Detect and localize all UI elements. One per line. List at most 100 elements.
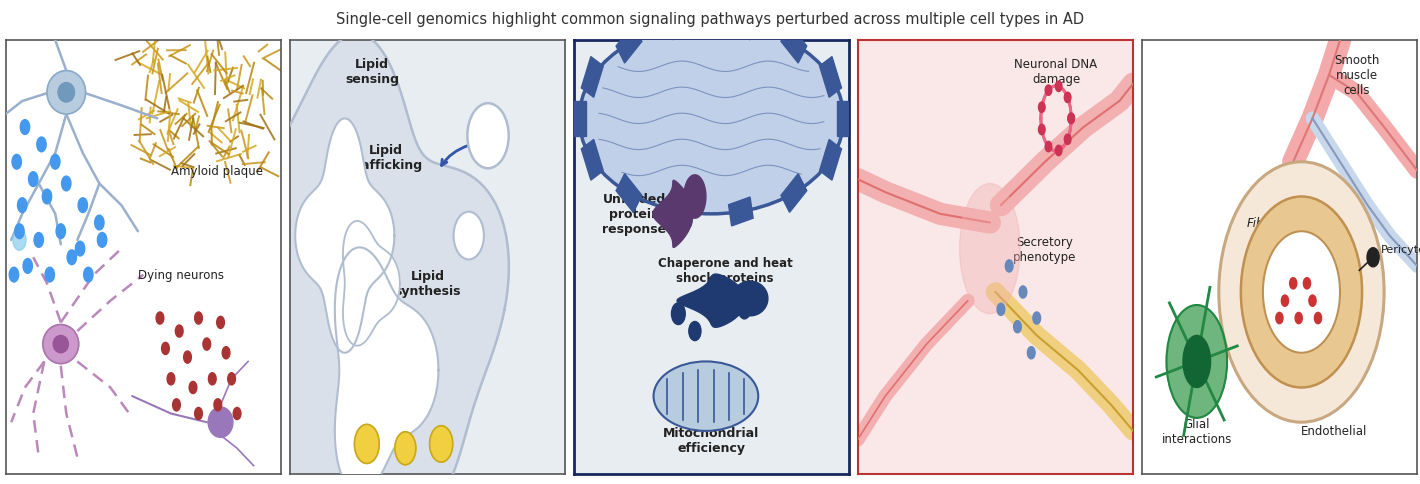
Circle shape	[1045, 86, 1052, 96]
Polygon shape	[616, 25, 642, 64]
Ellipse shape	[1166, 305, 1227, 418]
Circle shape	[1020, 287, 1027, 299]
Circle shape	[98, 233, 106, 248]
Ellipse shape	[1183, 336, 1211, 388]
Text: Secretory
phenotype: Secretory phenotype	[1014, 235, 1076, 263]
Text: Lipid
sensing: Lipid sensing	[345, 58, 399, 86]
Text: Unfolded
protein
response: Unfolded protein response	[602, 193, 666, 236]
Polygon shape	[733, 282, 768, 316]
Circle shape	[28, 172, 38, 187]
Circle shape	[1281, 295, 1288, 307]
Polygon shape	[819, 140, 842, 181]
Ellipse shape	[960, 184, 1020, 314]
Circle shape	[1241, 197, 1362, 388]
Circle shape	[1045, 142, 1052, 152]
Polygon shape	[295, 119, 395, 353]
Circle shape	[355, 424, 379, 464]
Circle shape	[17, 198, 27, 213]
Circle shape	[195, 312, 203, 324]
Circle shape	[1289, 278, 1296, 289]
Circle shape	[51, 155, 60, 170]
Circle shape	[84, 268, 92, 283]
Circle shape	[689, 322, 701, 341]
Circle shape	[1218, 163, 1384, 423]
Text: Glial
interactions: Glial interactions	[1162, 417, 1233, 445]
Text: Endothelial: Endothelial	[1301, 424, 1367, 438]
Text: Neuronal DNA
damage: Neuronal DNA damage	[1014, 58, 1098, 86]
Polygon shape	[670, 197, 694, 227]
Polygon shape	[728, 197, 753, 227]
Circle shape	[34, 233, 44, 248]
Circle shape	[43, 190, 51, 204]
Polygon shape	[581, 140, 604, 181]
Circle shape	[233, 408, 241, 420]
Text: Lipid
trafficking: Lipid trafficking	[349, 144, 423, 172]
Text: Lipid
storage: Lipid storage	[368, 387, 422, 415]
Circle shape	[395, 432, 416, 465]
Circle shape	[20, 121, 30, 135]
Polygon shape	[616, 174, 642, 213]
Polygon shape	[677, 274, 746, 328]
Polygon shape	[836, 102, 851, 136]
Circle shape	[57, 225, 65, 239]
Polygon shape	[670, 12, 694, 41]
Ellipse shape	[47, 72, 85, 115]
Polygon shape	[781, 25, 807, 64]
Circle shape	[1262, 232, 1340, 353]
Circle shape	[1304, 278, 1311, 289]
Polygon shape	[581, 58, 604, 98]
Circle shape	[189, 381, 197, 394]
Circle shape	[75, 242, 85, 257]
Text: Smooth
muscle
cells: Smooth muscle cells	[1333, 54, 1379, 97]
Circle shape	[95, 216, 104, 230]
Circle shape	[222, 347, 230, 359]
Circle shape	[14, 225, 24, 239]
Circle shape	[1005, 260, 1012, 272]
Circle shape	[430, 426, 453, 462]
Circle shape	[1068, 114, 1075, 124]
Circle shape	[738, 300, 751, 319]
Text: Amyloid plaque: Amyloid plaque	[170, 165, 263, 178]
Polygon shape	[572, 102, 586, 136]
Circle shape	[13, 230, 26, 251]
Circle shape	[1367, 248, 1379, 267]
Circle shape	[214, 399, 222, 411]
Circle shape	[168, 373, 175, 385]
Circle shape	[209, 373, 216, 385]
Circle shape	[1028, 347, 1035, 359]
Circle shape	[176, 325, 183, 337]
Circle shape	[67, 250, 77, 265]
Circle shape	[227, 373, 236, 385]
Circle shape	[10, 268, 18, 283]
Ellipse shape	[209, 407, 233, 438]
Circle shape	[1055, 146, 1062, 156]
Ellipse shape	[653, 362, 758, 431]
Polygon shape	[335, 248, 439, 484]
Text: Mitochondrial
efficiency: Mitochondrial efficiency	[663, 426, 760, 454]
Circle shape	[1055, 82, 1062, 92]
Polygon shape	[819, 58, 842, 98]
Circle shape	[1032, 312, 1041, 324]
Circle shape	[1038, 125, 1045, 136]
Circle shape	[203, 338, 210, 350]
Text: Fibroblasts: Fibroblasts	[1247, 216, 1312, 229]
Circle shape	[156, 312, 163, 324]
Circle shape	[997, 303, 1005, 316]
Polygon shape	[344, 222, 400, 346]
Circle shape	[195, 408, 203, 420]
Circle shape	[1315, 313, 1322, 324]
Circle shape	[45, 268, 54, 283]
Ellipse shape	[58, 83, 75, 103]
Circle shape	[1068, 114, 1075, 124]
Text: Dying neurons: Dying neurons	[138, 269, 224, 282]
Ellipse shape	[43, 325, 78, 364]
Circle shape	[1038, 103, 1045, 113]
Circle shape	[672, 303, 686, 325]
Circle shape	[1275, 313, 1284, 324]
Text: Single-cell genomics highlight common signaling pathways perturbed across multip: Single-cell genomics highlight common si…	[337, 12, 1083, 27]
Circle shape	[183, 351, 192, 363]
Circle shape	[1065, 135, 1071, 145]
Polygon shape	[684, 175, 706, 219]
Text: Pericyte: Pericyte	[1382, 244, 1420, 254]
Ellipse shape	[53, 336, 68, 353]
